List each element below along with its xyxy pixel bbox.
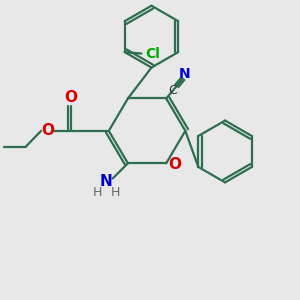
Text: O: O — [64, 90, 77, 105]
Text: H: H — [93, 186, 103, 199]
Text: O: O — [41, 123, 54, 138]
Text: O: O — [168, 157, 181, 172]
Text: Cl: Cl — [145, 46, 160, 61]
Text: N: N — [100, 174, 112, 189]
Text: H: H — [110, 186, 120, 199]
Text: N: N — [178, 67, 190, 81]
Text: C: C — [168, 84, 177, 98]
